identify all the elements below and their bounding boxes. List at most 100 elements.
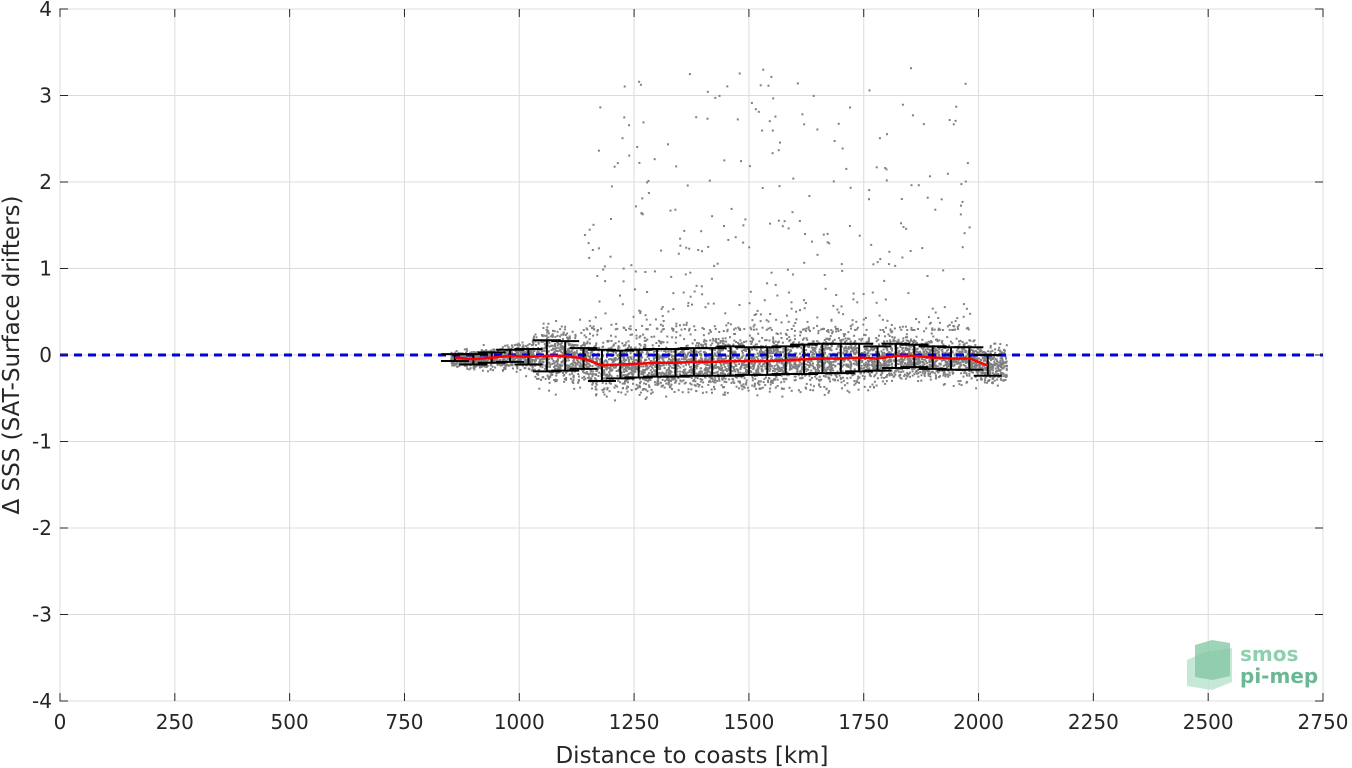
scatter-point	[938, 369, 941, 372]
scatter-point	[556, 363, 559, 366]
scatter-point	[1001, 357, 1004, 360]
scatter-point	[975, 370, 978, 373]
scatter-point	[796, 371, 799, 373]
scatter-point	[981, 364, 984, 367]
scatter-point	[801, 350, 804, 353]
scatter-point	[816, 360, 819, 363]
scatter-point	[893, 340, 896, 342]
scatter-point	[666, 341, 669, 344]
scatter-point	[586, 342, 589, 345]
scatter-point	[626, 378, 629, 381]
scatter-point	[994, 358, 997, 361]
scatter-point	[503, 367, 506, 370]
scatter-point	[563, 351, 566, 354]
scatter-point	[627, 357, 630, 360]
scatter-point	[794, 362, 796, 365]
scatter-point	[709, 380, 712, 383]
scatter-point	[750, 342, 753, 345]
scatter-point	[560, 342, 563, 344]
scatter-point	[772, 342, 775, 345]
scatter-point	[965, 351, 968, 354]
scatter-point	[589, 358, 592, 361]
scatter-point	[552, 351, 555, 354]
scatter-point	[503, 358, 506, 361]
scatter-point	[539, 365, 542, 368]
scatter-point	[610, 340, 613, 342]
scatter-point	[631, 374, 634, 377]
scatter-point	[771, 355, 773, 358]
scatter-point	[885, 380, 888, 383]
scatter-point	[610, 334, 612, 337]
scatter-point	[867, 352, 870, 355]
scatter-point	[702, 373, 705, 376]
scatter-point	[929, 360, 931, 363]
scatter-point	[797, 359, 800, 362]
scatter-point	[814, 368, 817, 371]
scatter-point	[914, 364, 917, 367]
scatter-point	[695, 344, 697, 347]
scatter-point	[665, 382, 668, 385]
scatter-point	[586, 349, 589, 352]
scatter-point	[501, 359, 504, 362]
scatter-point	[667, 382, 670, 385]
scatter-point	[1005, 361, 1008, 364]
scatter-point	[717, 349, 720, 352]
scatter-point	[761, 386, 764, 389]
scatter-point	[854, 360, 857, 363]
scatter-point	[604, 377, 607, 380]
scatter-point	[786, 348, 789, 351]
scatter-point	[744, 348, 747, 350]
scatter-point	[586, 340, 589, 343]
scatter-point	[652, 356, 655, 359]
scatter-point	[979, 348, 982, 351]
scatter-point	[628, 359, 630, 361]
scatter-point	[740, 365, 743, 368]
scatter-point	[781, 357, 784, 360]
scatter-point	[840, 341, 843, 343]
scatter-point	[617, 370, 620, 373]
scatter-point	[547, 322, 550, 325]
scatter-point	[505, 363, 508, 366]
scatter-point	[903, 375, 906, 377]
scatter-point	[451, 364, 454, 367]
scatter-point	[900, 341, 903, 344]
scatter-point	[851, 347, 853, 350]
scatter-point	[665, 363, 668, 366]
scatter-point	[939, 362, 942, 365]
scatter-point	[721, 377, 723, 380]
scatter-point	[934, 374, 937, 377]
scatter-point	[961, 351, 964, 354]
scatter-point	[589, 369, 592, 372]
scatter-point	[727, 368, 730, 371]
scatter-point	[637, 385, 640, 388]
scatter-point	[601, 388, 604, 391]
scatter-point	[550, 335, 553, 338]
scatter-point	[794, 338, 796, 341]
scatter-point	[567, 365, 569, 368]
scatter-point	[584, 359, 587, 362]
scatter-point	[827, 337, 830, 340]
scatter-point	[632, 372, 635, 375]
scatter-point	[516, 356, 519, 359]
scatter-point	[472, 367, 475, 369]
scatter-point	[624, 366, 627, 369]
scatter-point	[881, 353, 884, 356]
scatter-point	[769, 355, 772, 358]
scatter-point	[698, 384, 701, 386]
scatter-point	[722, 340, 725, 343]
scatter-point	[537, 341, 540, 344]
scatter-point	[946, 364, 949, 367]
scatter-point	[622, 374, 625, 376]
scatter-point	[735, 385, 738, 388]
scatter-point	[460, 361, 463, 364]
scatter-point	[550, 349, 553, 352]
scatter-point	[887, 333, 890, 336]
scatter-point	[824, 375, 827, 378]
scatter-point	[714, 376, 717, 379]
scatter-point	[849, 376, 852, 379]
scatter-point	[827, 331, 830, 334]
scatter-point	[830, 318, 833, 321]
scatter-point	[928, 351, 931, 354]
scatter-point	[636, 350, 638, 353]
scatter-point	[648, 384, 650, 387]
